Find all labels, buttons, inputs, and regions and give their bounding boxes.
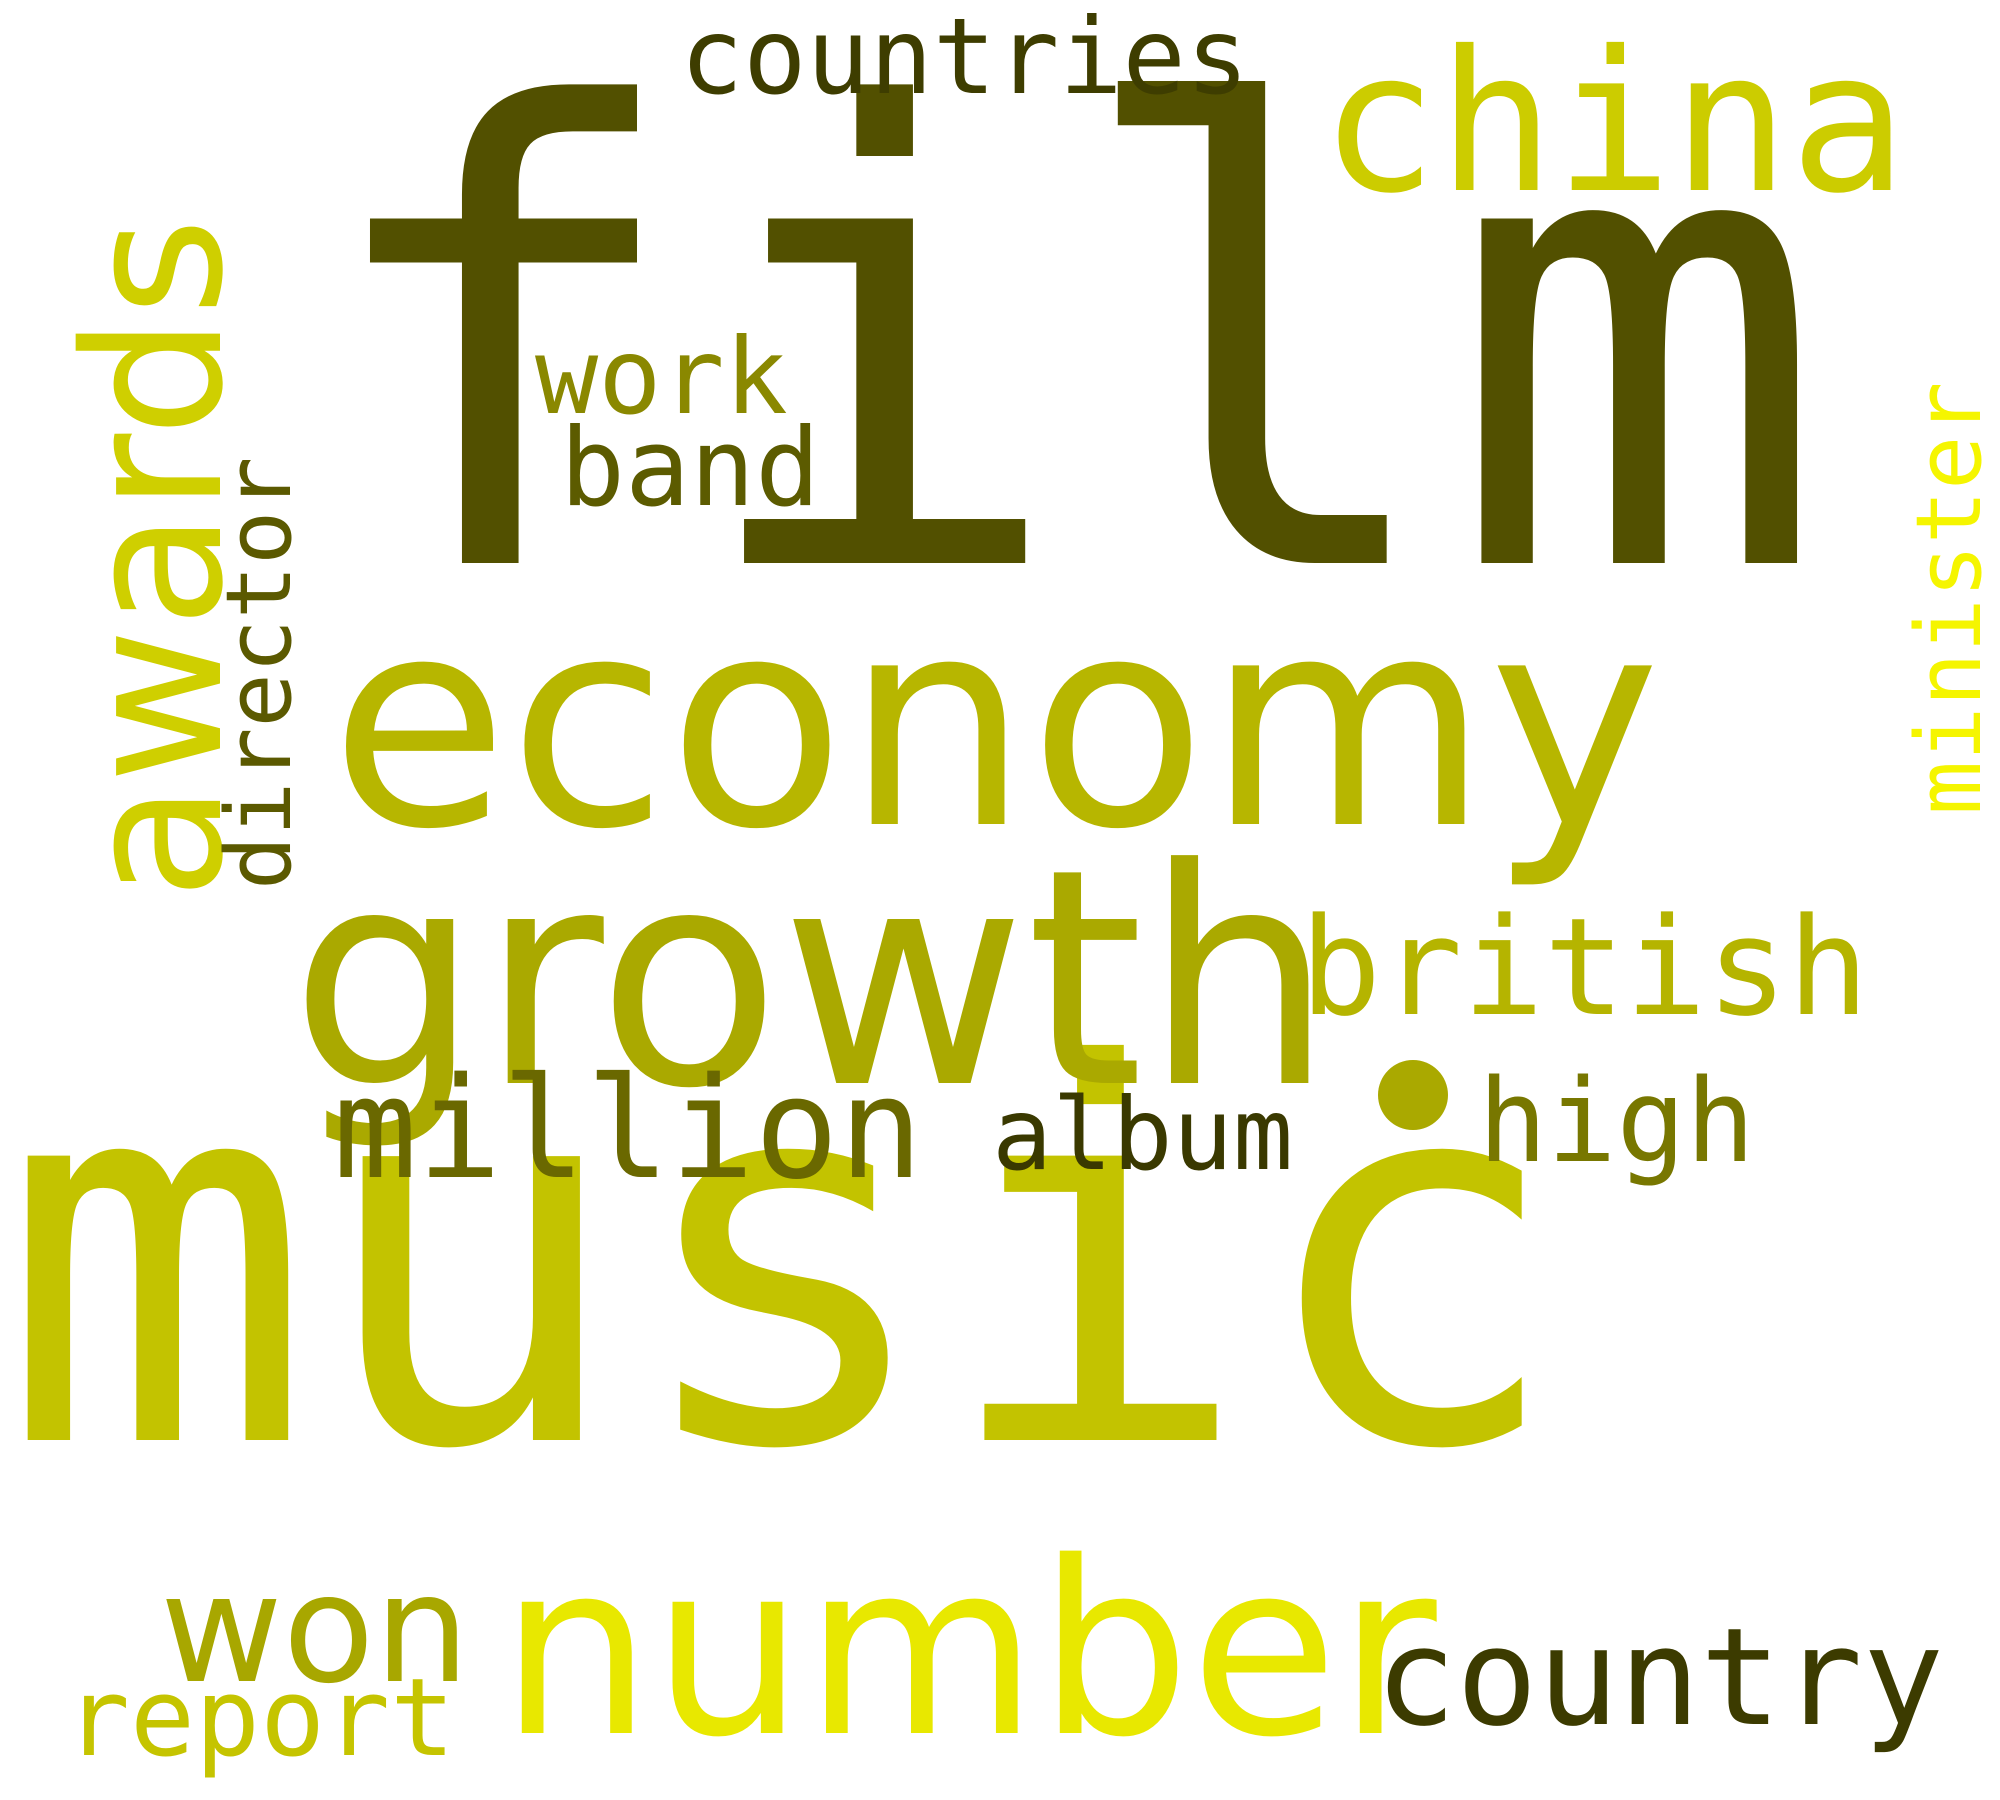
word-high: high: [1478, 1055, 1755, 1189]
word-british: british: [1300, 889, 1869, 1046]
stray-dot: [1378, 1060, 1448, 1130]
word-number: number: [500, 1510, 1437, 1790]
word-report: report: [65, 1656, 456, 1781]
word-album: album: [992, 1076, 1294, 1193]
word-countries: countries: [680, 0, 1249, 118]
word-million: million: [333, 1048, 924, 1211]
word-minister: minister: [1897, 381, 2000, 815]
word-economy: economy: [330, 556, 1661, 893]
word-band: band: [560, 406, 821, 531]
word-director: director: [207, 456, 312, 890]
word-won: won: [160, 1543, 470, 1717]
word-work: work: [535, 316, 788, 438]
word-growth: growth: [290, 805, 1334, 1154]
word-music: music: [0, 957, 1566, 1563]
word-china: china: [1320, 9, 1907, 236]
word-film: film: [310, 0, 1828, 712]
word-country: country: [1375, 1599, 1944, 1756]
